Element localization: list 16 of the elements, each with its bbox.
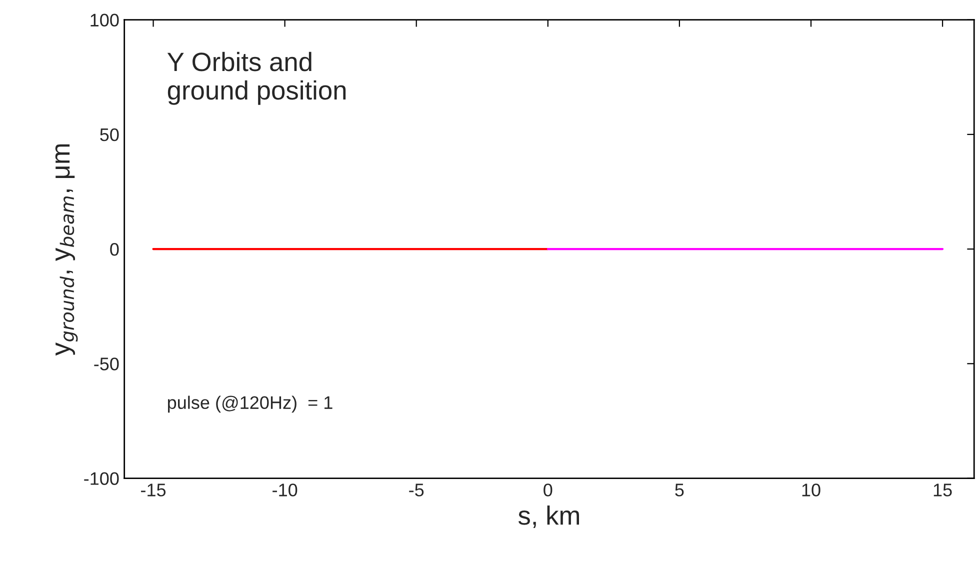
x-tick-label: 15 xyxy=(934,484,952,496)
x-tick-label: 5 xyxy=(675,484,684,496)
y-tick-label: -50 xyxy=(94,358,119,370)
annotation: pulse (@120Hz) = 1 xyxy=(168,396,332,413)
x-axis-title: s, km xyxy=(518,506,579,528)
x-tick-label: -5 xyxy=(409,484,424,496)
y-tick-label: 0 xyxy=(110,242,119,256)
y-tick-label: -100 xyxy=(84,472,119,485)
y-axis-title: y$_{ground}$, y$_{beam}$, μm xyxy=(55,144,78,356)
x-tick-label: 10 xyxy=(802,484,820,496)
x-tick-label: -10 xyxy=(272,484,298,496)
annotation: Y Orbits and ground position xyxy=(167,52,346,105)
y-tick-label: 100 xyxy=(90,14,119,27)
x-tick-label: -15 xyxy=(141,484,166,496)
x-tick-label: 0 xyxy=(544,484,552,496)
y-tick-label: 50 xyxy=(100,128,119,142)
